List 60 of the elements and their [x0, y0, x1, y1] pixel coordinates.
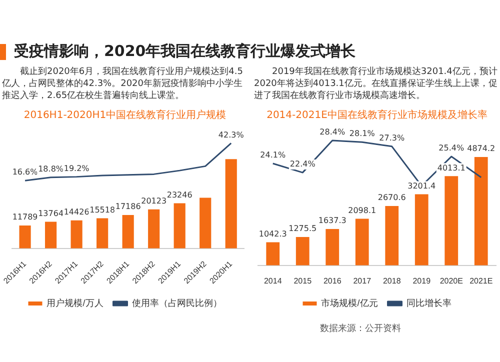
bar — [96, 218, 108, 248]
bar — [414, 194, 428, 266]
bar — [444, 176, 458, 266]
bar — [122, 215, 134, 248]
data-label: 2670.6 — [378, 193, 406, 202]
text: 受疫情影响，2020年我国在线教育行业爆发式增长 — [14, 42, 356, 61]
chart-title: 2014-2021E中国在线教育行业市场规模及增长率 — [266, 108, 488, 122]
legend-label: 使用率（占网民比例） — [132, 298, 222, 308]
x-tick-label: 2018 — [382, 276, 402, 286]
data-label: 1637.3 — [318, 216, 346, 226]
bar — [148, 209, 160, 248]
bar — [355, 218, 369, 266]
x-tick-label: 2016 — [323, 276, 342, 286]
data-label: 28.1% — [349, 129, 376, 138]
x-tick-label: 2015 — [294, 276, 312, 286]
bar — [174, 203, 186, 248]
bar — [19, 226, 31, 248]
data-label: 4013.1 — [437, 163, 466, 172]
data-label: 16.6% — [12, 168, 38, 177]
data-label: 18.8% — [38, 164, 64, 174]
data-label: 28.4% — [320, 128, 346, 137]
data-label: 14426 — [64, 207, 90, 216]
data-label: 13764 — [38, 208, 64, 218]
bar — [266, 242, 280, 266]
data-label: 1275.5 — [288, 224, 317, 234]
x-tick-label: 2019 — [412, 276, 432, 286]
chart-title: 2016H1-2020H1中国在线教育行业用户规模 — [22, 108, 228, 122]
data-label: 1042.3 — [258, 229, 287, 238]
bar — [45, 222, 57, 248]
data-label: 23246 — [166, 190, 192, 200]
data-label: 15518 — [90, 205, 116, 214]
x-tick-label: 2017 — [353, 276, 372, 286]
data-label: 22.4% — [290, 160, 316, 169]
legend-label: 市场规模/亿元 — [321, 298, 378, 308]
bar — [385, 206, 399, 266]
legend-label: 用户规模/万人 — [46, 298, 104, 308]
x-tick-label: 2014 — [264, 276, 282, 286]
data-label: 3201.4 — [408, 181, 436, 190]
chart-subtitle: 2019年我国在线教育行业市场规模达3201.4亿元，预计2020年将达到4013.1亿元。在线直播保证学生线上上课，促进了我国在线教育行业市场规模高速增长。 — [254, 66, 498, 103]
legend-label: 同比增长率 — [406, 298, 452, 308]
data-label: 2098.1 — [348, 206, 376, 215]
data-label: 11789 — [12, 212, 38, 222]
bar — [70, 220, 82, 248]
bar — [225, 159, 237, 248]
data-label: 42.3% — [218, 130, 244, 140]
data-label: 20123 — [141, 196, 167, 206]
data-label: 27.3% — [379, 133, 405, 142]
data-label: 4874.2 — [467, 144, 496, 154]
x-tick-label: 2021E — [470, 276, 493, 286]
x-tick-label: 2020E — [440, 276, 463, 286]
data-label: 25.4% — [438, 144, 464, 153]
data-label: 24.1% — [260, 150, 286, 160]
bar — [474, 157, 488, 266]
chart-subtitle: 截止到2020年6月，我国在线教育行业用户规模达到4.5亿人，占网民整体的42.3%。2020年新冠疫情影响中小学生推迟入学，2.65亿在校生普遍转向线上课堂。 — [2, 66, 244, 103]
data-label: 19.2% — [64, 164, 90, 173]
data-label: 17186 — [115, 202, 141, 212]
bar — [200, 198, 212, 248]
bar — [296, 237, 310, 266]
bar — [326, 229, 340, 266]
source-note: 数据来源：公开资料 — [320, 322, 401, 335]
